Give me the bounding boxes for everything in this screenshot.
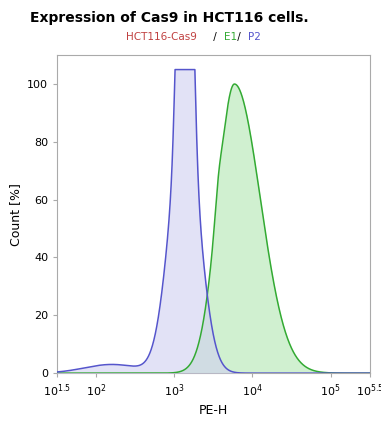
Text: E1: E1 [224, 32, 237, 42]
Text: Expression of Cas9 in HCT116 cells.: Expression of Cas9 in HCT116 cells. [30, 11, 309, 25]
Y-axis label: Count [%]: Count [%] [8, 183, 22, 245]
Text: P2: P2 [248, 32, 261, 42]
Text: HCT116-Cas9: HCT116-Cas9 [126, 32, 197, 42]
X-axis label: PE-H: PE-H [199, 404, 228, 417]
Text: /: / [210, 32, 220, 42]
Text: /: / [234, 32, 244, 42]
